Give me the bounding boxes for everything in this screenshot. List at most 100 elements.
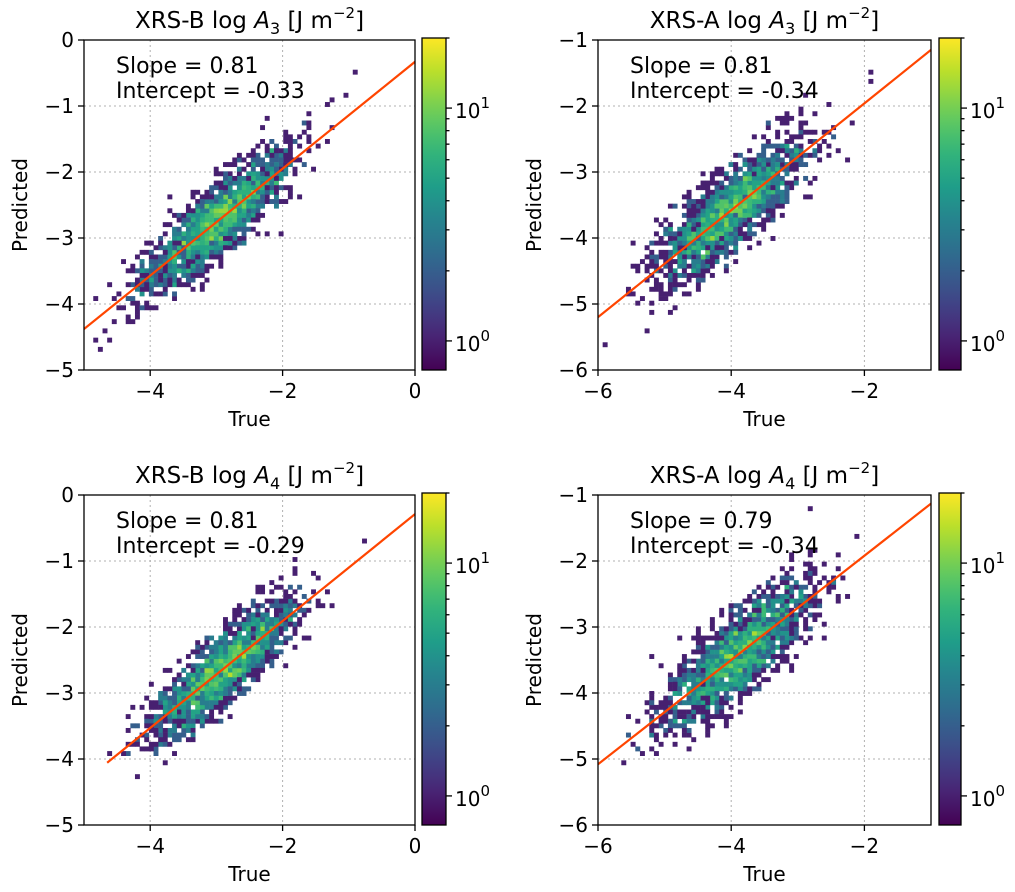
histogram-cell <box>691 226 697 232</box>
histogram-cell <box>246 189 252 195</box>
histogram-cell <box>283 635 289 641</box>
histogram-cell <box>779 189 785 195</box>
histogram-cell <box>204 199 210 204</box>
histogram-cell <box>195 272 201 278</box>
histogram-cell <box>181 282 187 288</box>
histogram-cell <box>784 194 790 200</box>
histogram-cell <box>733 185 739 191</box>
histogram-cell <box>691 695 697 701</box>
histogram-cell <box>751 686 757 692</box>
histogram-cell <box>705 217 711 223</box>
histogram-cell <box>250 152 256 158</box>
histogram-cell <box>663 217 669 223</box>
histogram-cell <box>148 291 154 297</box>
histogram-cell <box>761 649 767 655</box>
histogram-cell <box>246 626 252 632</box>
histogram-cell <box>292 570 298 576</box>
histogram-cell <box>751 626 757 632</box>
histogram-cell <box>139 259 145 265</box>
histogram-cell <box>223 171 228 177</box>
histogram-cell <box>644 254 650 260</box>
histogram-cell <box>658 249 664 255</box>
y-tick-label: −5 <box>559 747 588 771</box>
histogram-cell <box>204 277 210 283</box>
histogram-cell <box>190 714 196 720</box>
histogram-cell <box>714 208 720 214</box>
histogram-cell <box>775 162 781 168</box>
histogram-cell <box>793 654 799 659</box>
histogram-cell <box>199 714 205 720</box>
histogram-cell <box>681 718 687 724</box>
histogram-cell <box>218 222 224 228</box>
histogram-cell <box>709 686 715 692</box>
x-tick-label: −2 <box>850 834 879 858</box>
histogram-cell <box>190 268 196 274</box>
histogram-cell <box>784 171 790 177</box>
histogram-cell <box>153 746 159 752</box>
histogram-cell <box>761 640 767 646</box>
histogram-cell <box>686 189 692 195</box>
histogram-cell <box>181 714 187 720</box>
histogram-cell <box>195 263 201 269</box>
histogram-cell <box>667 686 673 692</box>
histogram-cell <box>775 598 781 604</box>
histogram-cell <box>236 686 242 692</box>
histogram-cell <box>649 309 655 315</box>
histogram-cell <box>273 152 279 158</box>
histogram-cell <box>705 695 711 701</box>
histogram-cell <box>260 640 266 646</box>
histogram-cell <box>283 129 289 135</box>
histogram-cell <box>686 709 692 715</box>
histogram-cell <box>172 245 177 251</box>
histogram-cell <box>292 139 298 144</box>
histogram-cell <box>134 723 140 729</box>
histogram-cell <box>747 672 753 678</box>
histogram-cell <box>185 222 191 228</box>
histogram-cell <box>232 194 238 200</box>
histogram-cell <box>714 254 720 260</box>
histogram-cell <box>705 240 711 246</box>
histogram-cell <box>148 249 154 255</box>
histogram-cell <box>148 700 154 706</box>
histogram-cell <box>803 175 809 181</box>
histogram-cell <box>747 222 753 228</box>
histogram-cell <box>681 249 687 255</box>
histogram-cell <box>803 575 809 581</box>
histogram-cell <box>770 667 776 673</box>
histogram-cell <box>709 621 715 627</box>
histogram-cell <box>602 342 608 348</box>
histogram-cell <box>246 162 252 168</box>
histogram-cell <box>287 152 293 158</box>
histogram-cell <box>733 644 739 650</box>
histogram-cell <box>255 654 261 659</box>
histogram-cell <box>756 157 762 163</box>
histogram-cell <box>158 718 164 724</box>
histogram-cell <box>227 171 233 177</box>
histogram-cell <box>728 226 734 232</box>
histogram-cell <box>195 677 201 683</box>
histogram-cell <box>821 635 827 641</box>
histogram-cell <box>167 727 173 733</box>
histogram-cell <box>695 277 701 283</box>
histogram-cell <box>719 714 725 720</box>
histogram-cell <box>775 189 781 195</box>
histogram-cell <box>789 557 795 562</box>
histogram-cell <box>218 226 224 232</box>
histogram-cell <box>213 691 219 696</box>
histogram-cell <box>691 254 697 260</box>
histogram-cell <box>185 700 191 706</box>
histogram-cell <box>803 162 809 168</box>
histogram-cell <box>297 617 303 623</box>
histogram-cell <box>737 203 743 209</box>
histogram-cell <box>153 254 159 260</box>
histogram-cell <box>232 635 238 641</box>
histogram-cell <box>297 584 303 590</box>
histogram-cell <box>681 254 687 260</box>
histogram-cell <box>775 148 781 154</box>
histogram-cell <box>218 240 224 246</box>
histogram-cell <box>223 185 228 191</box>
histogram-cell <box>241 208 247 214</box>
histogram-cell <box>723 268 729 274</box>
histogram-cell <box>292 626 298 632</box>
histogram-cell <box>213 171 219 177</box>
